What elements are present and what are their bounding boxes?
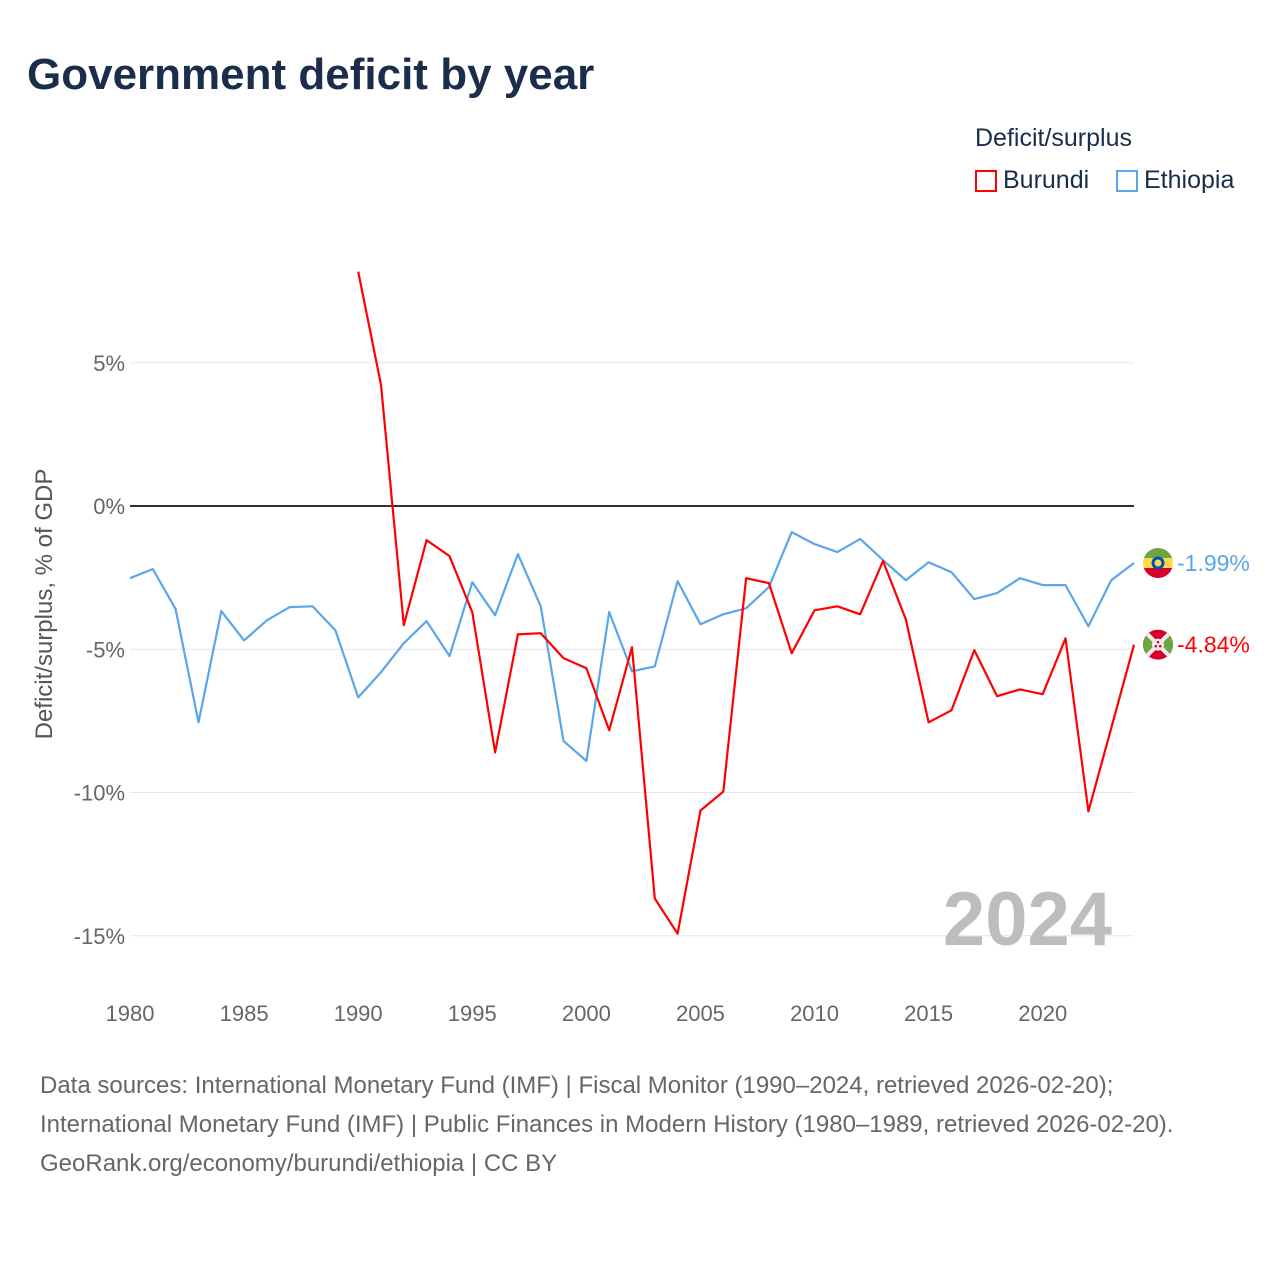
- y-tick-label: 5%: [93, 351, 125, 376]
- x-tick-label: 2020: [1018, 1001, 1067, 1026]
- flag-triangle: [1158, 629, 1173, 660]
- x-tick-label: 1990: [334, 1001, 383, 1026]
- series-line-ethiopia: [129, 530, 1135, 763]
- series-line-burundi: [357, 271, 1136, 935]
- flag-stripe: [1143, 548, 1173, 559]
- x-tick-label: 2015: [904, 1001, 953, 1026]
- flag-star: [1154, 644, 1158, 648]
- flag-star: [1154, 559, 1162, 567]
- x-tick-label: 1985: [220, 1001, 269, 1026]
- end-value-label: -1.99%: [1177, 550, 1250, 576]
- legend-swatch-burundi: [975, 169, 997, 192]
- legend-swatch-ethiopia: [1116, 169, 1138, 192]
- y-tick-label: -5%: [86, 637, 125, 662]
- footer: Data sources: International Monetary Fun…: [40, 1066, 1240, 1183]
- legend-label: Burundi: [1003, 166, 1090, 194]
- y-tick-label: 0%: [93, 494, 125, 519]
- flag-disc: [1152, 638, 1164, 651]
- flag-star: [1156, 640, 1160, 644]
- data-sources: Data sources: International Monetary Fun…: [40, 1072, 1174, 1138]
- credit-link[interactable]: GeoRank.org/economy/burundi/ethiopia | C…: [40, 1150, 558, 1177]
- flag-body: [1143, 629, 1173, 660]
- burundi-flag-icon: [1143, 629, 1173, 660]
- legend-item-burundi[interactable]: Burundi: [975, 166, 1089, 195]
- end-value-label: -4.84%: [1177, 632, 1250, 658]
- flag-triangle: [1143, 629, 1158, 660]
- x-tick-label: 2000: [562, 1001, 611, 1026]
- x-tick-label: 1995: [448, 1001, 497, 1026]
- legend-title: Deficit/surplus: [975, 124, 1132, 152]
- y-tick-label: -10%: [74, 781, 125, 806]
- legend-label: Ethiopia: [1144, 166, 1235, 194]
- y-tick-label: -15%: [74, 924, 125, 949]
- flag-body: [1143, 548, 1173, 579]
- flag-star: [1158, 644, 1162, 648]
- flag-stripe: [1143, 568, 1173, 579]
- x-tick-label: 1980: [106, 1001, 155, 1026]
- legend-item-ethiopia[interactable]: Ethiopia: [1116, 166, 1234, 195]
- y-axis-label: Deficit/surplus, % of GDP: [31, 469, 58, 740]
- ethiopia-flag-icon: [1143, 548, 1173, 579]
- x-tick-label: 2005: [676, 1001, 725, 1026]
- year-watermark: 2024: [943, 877, 1112, 962]
- chart-title: Government deficit by year: [27, 50, 595, 99]
- x-tick-label: 2010: [790, 1001, 839, 1026]
